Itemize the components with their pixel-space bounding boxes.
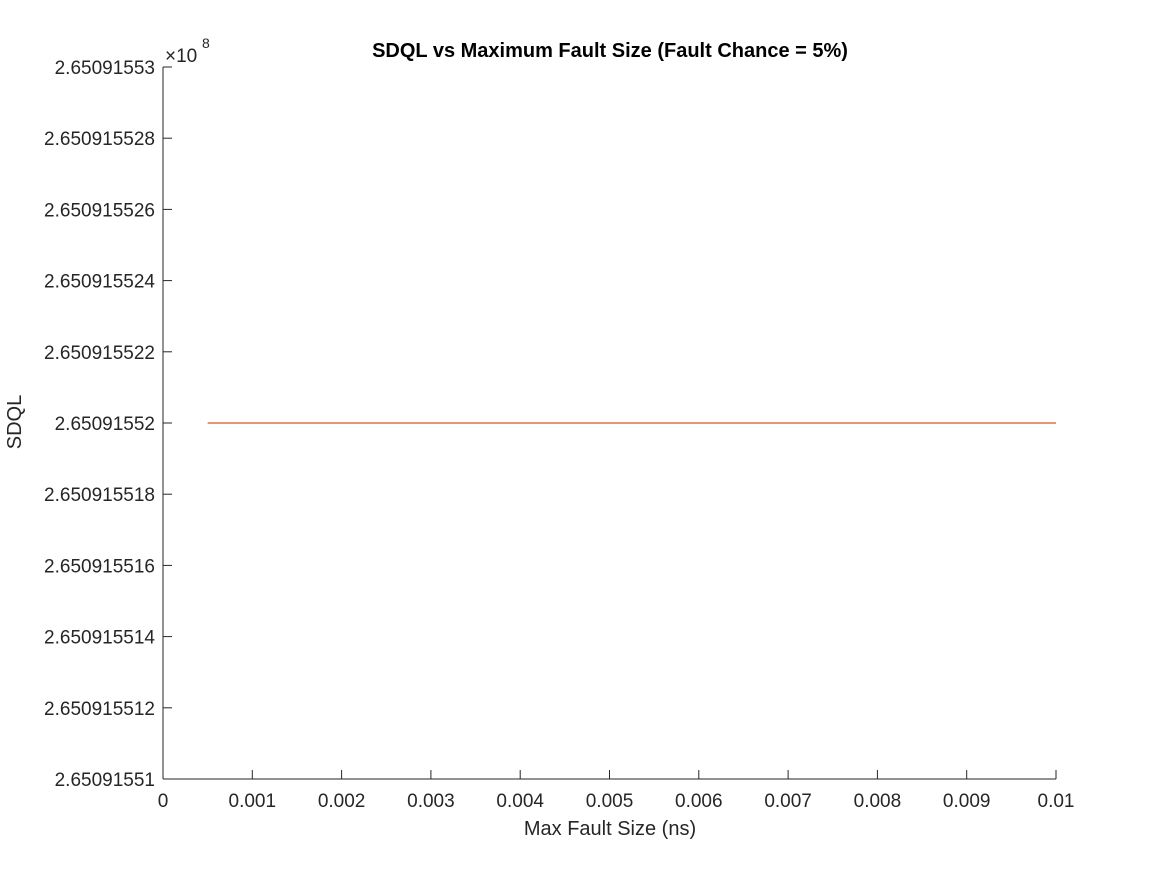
y-tick-label: 2.650915514 — [44, 628, 155, 649]
y-tick-label: 2.650915518 — [44, 485, 155, 506]
y-exponent-base: ×10 — [165, 46, 197, 67]
y-tick-label: 2.650915526 — [44, 200, 155, 221]
x-tick-label: 0.007 — [764, 791, 812, 812]
x-tick-label: 0.004 — [496, 791, 544, 812]
x-axis-label: Max Fault Size (ns) — [524, 818, 696, 840]
y-tick-label: 2.650915528 — [44, 129, 155, 150]
y-tick-label: 2.65091553 — [55, 58, 155, 79]
x-tick-label: 0.008 — [854, 791, 902, 812]
y-axis-label: SDQL — [4, 395, 26, 449]
x-tick-label: 0.005 — [586, 791, 634, 812]
x-tick-label: 0.01 — [1038, 791, 1075, 812]
x-tick-label: 0.009 — [943, 791, 991, 812]
y-exponent-power: 8 — [202, 35, 210, 51]
x-ticks: 0 0.001 0.002 0.003 0.004 0.005 0.006 0.007 0.00… — [158, 770, 1075, 812]
x-tick-label: 0.003 — [407, 791, 455, 812]
x-tick-label: 0.006 — [675, 791, 723, 812]
y-tick-label: 2.65091552 — [55, 414, 155, 435]
chart-title: SDQL vs Maximum Fault Size (Fault Chance… — [372, 40, 848, 62]
y-ticks: 2.65091551 2.650915512 2.650915514 2.650915… — [44, 58, 172, 791]
x-tick-label: 0.002 — [318, 791, 366, 812]
x-tick-label: 0.001 — [229, 791, 277, 812]
y-exponent: ×10 8 — [165, 35, 210, 67]
x-tick-label: 0 — [158, 791, 169, 812]
y-tick-label: 2.65091551 — [55, 770, 155, 791]
y-tick-label: 2.650915512 — [44, 699, 155, 720]
y-tick-label: 2.650915516 — [44, 556, 155, 577]
y-tick-label: 2.650915522 — [44, 343, 155, 364]
y-tick-label: 2.650915524 — [44, 272, 155, 293]
